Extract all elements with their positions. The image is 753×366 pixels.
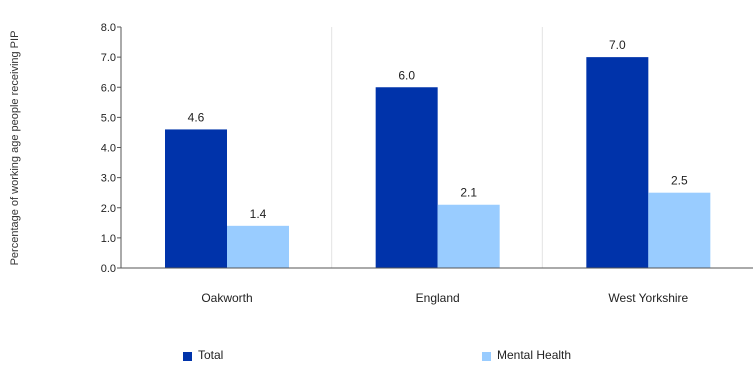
y-axis-title: Percentage of working age people receivi… bbox=[9, 31, 21, 266]
y-tick-label: 2.0 bbox=[101, 203, 116, 215]
bar-total-england bbox=[375, 87, 438, 268]
y-tick-label: 6.0 bbox=[101, 82, 116, 94]
data-label: 6.0 bbox=[398, 68, 415, 82]
data-label: 7.0 bbox=[609, 38, 626, 52]
x-category-label: West Yorkshire bbox=[608, 291, 688, 305]
labels: 4.6 6.0 7.0 1.4 2.1 2.5 Oakworth England West Yo… bbox=[188, 38, 689, 305]
x-category-label: Oakworth bbox=[201, 291, 252, 305]
bar-total-oakworth bbox=[165, 129, 227, 268]
legend-label: Mental Health bbox=[497, 348, 571, 362]
y-tick-label: 4.0 bbox=[101, 143, 116, 155]
data-label: 4.6 bbox=[188, 110, 205, 124]
axes: 0.0 1.0 2.0 3.0 4.0 5.0 6.0 7.0 8.0 bbox=[101, 22, 753, 275]
y-tick-label: 7.0 bbox=[101, 52, 116, 64]
data-label: 1.4 bbox=[250, 207, 267, 221]
data-label: 2.5 bbox=[671, 174, 688, 188]
legend-label: Total bbox=[198, 348, 223, 362]
bar-mental-health-oakworth bbox=[227, 225, 289, 268]
data-label: 2.1 bbox=[460, 186, 477, 200]
legend-swatch bbox=[482, 352, 491, 361]
bars bbox=[165, 57, 711, 268]
legend: Total Mental Health bbox=[183, 348, 571, 362]
legend-swatch bbox=[183, 352, 192, 361]
y-tick-label: 3.0 bbox=[101, 173, 116, 185]
y-tick-label: 1.0 bbox=[101, 233, 116, 245]
y-tick-label: 8.0 bbox=[101, 22, 116, 34]
grid-lines bbox=[331, 27, 543, 268]
y-tick-label: 5.0 bbox=[101, 112, 116, 124]
x-category-label: England bbox=[416, 291, 460, 305]
y-tick-label: 0.0 bbox=[101, 263, 116, 275]
bar-mental-health-west-yorkshire bbox=[648, 192, 711, 268]
bar-total-west-yorkshire bbox=[586, 57, 649, 268]
bar-mental-health-england bbox=[437, 204, 500, 268]
